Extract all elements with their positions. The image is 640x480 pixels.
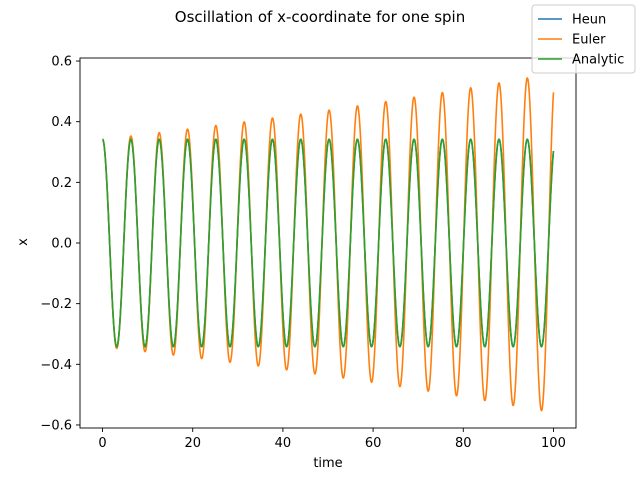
legend-label-analytic: Analytic	[572, 53, 624, 68]
y-tick-label: 0.6	[51, 55, 72, 70]
y-tick-label: 0.0	[51, 237, 72, 252]
series-line-analytic	[101, 138, 555, 348]
plot-area	[79, 57, 577, 429]
x-tick-label: 20	[184, 436, 201, 451]
legend-label-heun: Heun	[572, 13, 606, 28]
y-tick-label: −0.4	[40, 358, 72, 373]
x-tick-label: 40	[275, 436, 292, 451]
y-tick-label: −0.2	[40, 297, 72, 312]
x-axis: 0 20 40 60 80 100	[98, 428, 566, 451]
x-axis-label: time	[313, 456, 342, 471]
y-tick-label: 0.2	[51, 176, 72, 191]
series-line-euler	[101, 77, 555, 412]
chart-title: Oscillation of x-coordinate for one spin	[175, 8, 465, 26]
y-axis: −0.6 −0.4 −0.2 0.0 0.2 0.4 0.6	[40, 55, 80, 433]
legend-label-euler: Euler	[572, 33, 606, 48]
x-tick-label: 80	[455, 436, 472, 451]
y-tick-label: 0.4	[51, 115, 72, 130]
x-tick-label: 0	[98, 436, 106, 451]
y-tick-label: −0.6	[40, 418, 72, 433]
y-axis-label: x	[16, 238, 31, 246]
x-tick-label: 60	[365, 436, 382, 451]
legend-box	[531, 4, 636, 74]
x-tick-label: 100	[541, 436, 566, 451]
legend: Heun Euler Analytic	[531, 4, 636, 74]
